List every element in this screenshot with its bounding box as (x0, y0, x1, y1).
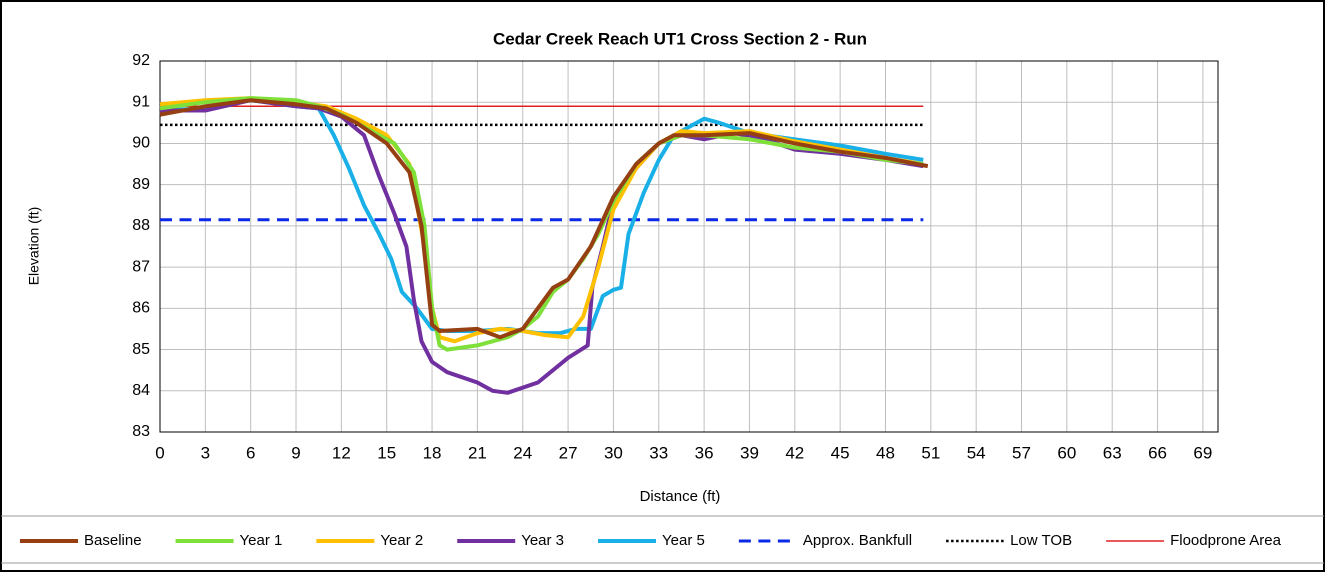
legend-label: Year 2 (380, 532, 423, 549)
x-tick-label: 51 (921, 443, 940, 462)
series-line (159, 98, 924, 336)
x-axis-label: Distance (ft) (640, 488, 721, 505)
legend-label: Year 1 (240, 532, 283, 549)
y-axis-label: Elevation (ft) (26, 207, 42, 286)
x-tick-label: 57 (1012, 443, 1031, 462)
y-tick-label: 87 (132, 258, 150, 275)
y-tick-label: 89 (132, 176, 150, 193)
legend-label: Year 5 (662, 532, 705, 549)
x-tick-label: 66 (1148, 443, 1167, 462)
x-tick-label: 36 (695, 443, 714, 462)
x-tick-label: 6 (246, 443, 255, 462)
x-tick-label: 18 (423, 443, 442, 462)
x-tick-label: 48 (876, 443, 895, 462)
x-tick-label: 54 (967, 443, 986, 462)
x-tick-label: 15 (377, 443, 396, 462)
series-line (159, 98, 929, 340)
x-tick-label: 39 (740, 443, 759, 462)
y-tick-label: 88 (132, 217, 150, 234)
x-tick-label: 60 (1057, 443, 1076, 462)
x-tick-label: 12 (332, 443, 351, 462)
x-tick-label: 30 (604, 443, 623, 462)
legend-label: Year 3 (521, 532, 564, 549)
x-tick-label: 33 (649, 443, 668, 462)
y-tick-label: 90 (132, 135, 150, 152)
x-tick-label: 0 (155, 443, 164, 462)
legend-label: Low TOB (1010, 532, 1072, 549)
x-tick-label: 45 (831, 443, 850, 462)
legend-label: Approx. Bankfull (803, 532, 912, 549)
y-tick-label: 92 (132, 52, 150, 69)
x-tick-label: 9 (291, 443, 300, 462)
x-tick-label: 3 (201, 443, 210, 462)
x-tick-label: 27 (559, 443, 578, 462)
x-tick-label: 42 (785, 443, 804, 462)
y-tick-label: 86 (132, 300, 150, 317)
y-tick-label: 91 (132, 93, 150, 110)
x-tick-label: 21 (468, 443, 487, 462)
x-tick-label: 63 (1103, 443, 1122, 462)
plot-area (159, 60, 1219, 433)
x-tick-label: 24 (513, 443, 532, 462)
y-tick-label: 85 (132, 341, 150, 358)
legend-label: Floodprone Area (1170, 532, 1282, 549)
legend-label: Baseline (84, 532, 142, 549)
y-tick-label: 84 (132, 382, 150, 399)
chart-title: Cedar Creek Reach UT1 Cross Section 2 - … (493, 29, 867, 48)
y-tick-label: 83 (132, 423, 150, 440)
x-tick-label: 69 (1193, 443, 1212, 462)
